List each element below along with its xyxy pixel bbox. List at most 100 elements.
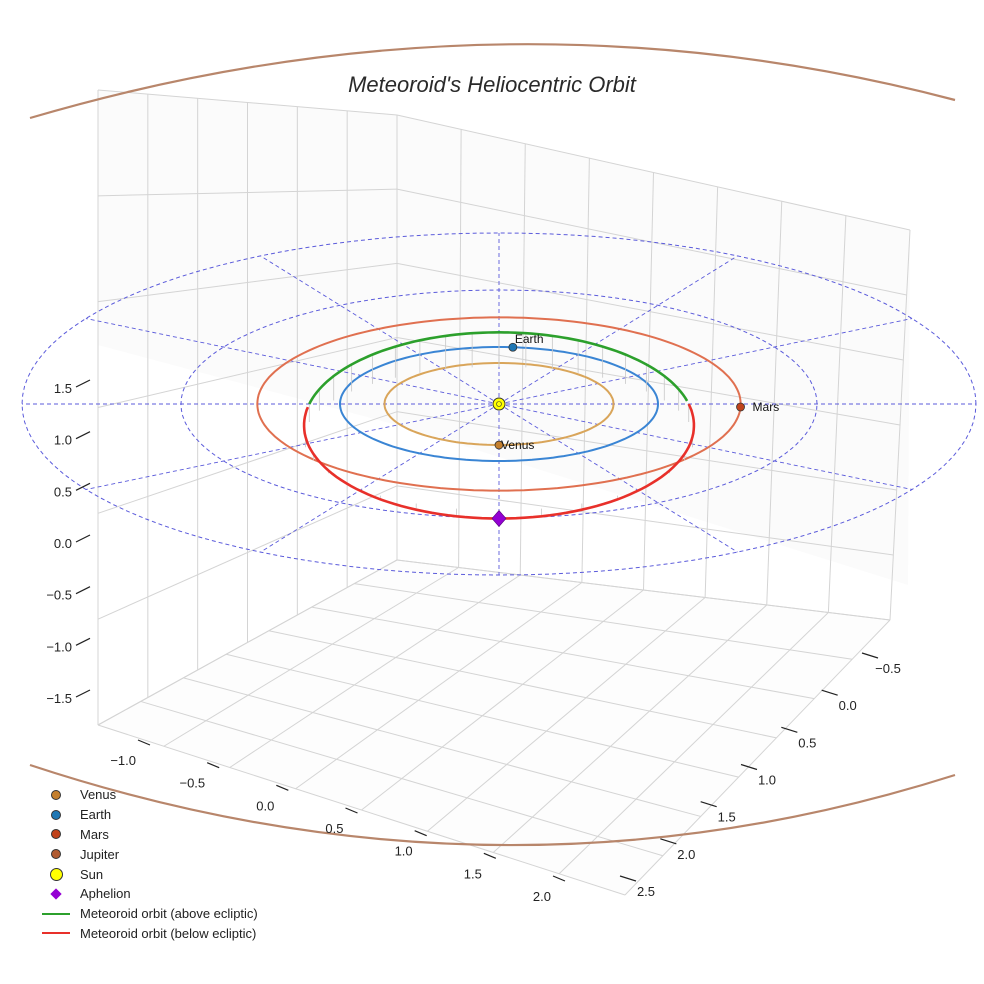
z-axis-tick xyxy=(75,637,91,646)
reference-radial-line xyxy=(498,255,738,405)
grid-line xyxy=(396,262,904,361)
grid-line xyxy=(268,630,777,739)
z-axis-tick xyxy=(75,586,91,595)
legend-item: Venus xyxy=(38,785,258,805)
floor-pane xyxy=(98,560,890,895)
jupiter-orbit-arc xyxy=(29,43,956,120)
x-axis-label: −0.5 xyxy=(179,776,205,791)
legend-label: Meteoroid orbit (below ecliptic) xyxy=(80,925,257,941)
legend-marker xyxy=(38,808,74,822)
y-axis-label: 0.5 xyxy=(798,735,816,750)
grid-line xyxy=(361,589,644,811)
y-axis-label: 0.0 xyxy=(839,698,857,713)
legend-item: Meteoroid orbit (above ecliptic) xyxy=(38,904,258,924)
reference-radial-line xyxy=(498,318,913,405)
mars-label: Mars xyxy=(753,400,780,414)
z-axis-tick xyxy=(75,482,91,491)
diamond-symbol xyxy=(50,888,62,900)
grid-line xyxy=(226,653,739,778)
grid-line xyxy=(624,619,891,896)
mars-orbit xyxy=(256,316,742,492)
y-axis-tick xyxy=(700,801,717,808)
y-axis-tick xyxy=(619,875,637,882)
y-axis-label: −0.5 xyxy=(875,661,901,676)
z-axis-label: 0.5 xyxy=(54,484,72,499)
grid-line xyxy=(97,188,398,197)
y-axis-label: 2.0 xyxy=(677,847,695,862)
legend-label: Mars xyxy=(80,826,109,842)
reference-radial-line xyxy=(498,403,913,490)
venus-orbit xyxy=(383,362,615,446)
mars-marker xyxy=(736,402,745,412)
z-axis-label: 0.0 xyxy=(54,536,72,551)
legend-item: Earth xyxy=(38,805,258,825)
dot-symbol xyxy=(51,809,61,820)
y-axis-tick xyxy=(861,652,879,659)
legend-label: Venus xyxy=(80,787,117,803)
earth-marker xyxy=(508,342,518,352)
grid-line xyxy=(140,700,663,857)
grid-line xyxy=(97,411,398,514)
z-axis-label: −0.5 xyxy=(46,588,72,603)
legend-marker xyxy=(38,867,74,881)
x-axis-tick xyxy=(414,830,427,837)
grid-line xyxy=(396,485,894,556)
legend-marker xyxy=(38,907,74,921)
legend-marker xyxy=(38,827,74,841)
meteoroid-orbit-above xyxy=(308,331,500,405)
z-axis-tick xyxy=(75,689,91,698)
grid-line xyxy=(97,485,398,620)
x-axis-tick xyxy=(137,739,151,746)
legend-label: Aphelion xyxy=(80,886,131,902)
back-right-pane xyxy=(397,115,910,585)
jupiter-orbit-arc xyxy=(29,763,956,847)
grid-line xyxy=(183,677,701,817)
dot-symbol xyxy=(51,789,61,800)
x-axis-label: −1.0 xyxy=(110,753,136,768)
line-symbol xyxy=(42,912,70,915)
venus-label: Venus xyxy=(501,438,534,452)
reference-radial-line xyxy=(260,255,500,405)
y-axis-tick xyxy=(740,763,758,771)
reference-radial-line xyxy=(85,403,500,490)
reference-circles xyxy=(21,232,977,576)
legend: Venus Earth Mars Jupiter Sun Aphelion Meteoroi… xyxy=(38,785,258,943)
chart-title: Meteoroid's Heliocentric Orbit xyxy=(348,72,636,97)
axis-ticks: −1.5 −1.0 −0.5 0.0 0.5 1.0 1.5 −1.0 −0.5 0.0 0.5 1.… xyxy=(46,379,901,904)
z-axis-label: −1.0 xyxy=(46,639,72,654)
dot-symbol xyxy=(51,849,61,860)
body-markers: Venus Earth Mars xyxy=(491,332,780,527)
sun-marker xyxy=(492,397,506,411)
legend-marker xyxy=(38,847,74,861)
x-axis-tick xyxy=(552,875,566,882)
dot-symbol xyxy=(51,829,61,840)
y-axis-label: 1.5 xyxy=(718,810,736,825)
legend-marker xyxy=(38,788,74,802)
legend-item: Meteoroid orbit (below ecliptic) xyxy=(38,924,258,944)
z-axis-label: 1.5 xyxy=(54,381,72,396)
aphelion-marker xyxy=(491,510,507,527)
legend-marker xyxy=(38,926,74,940)
grid-line xyxy=(558,612,829,875)
reference-circle xyxy=(21,232,977,576)
legend-label: Jupiter xyxy=(80,846,120,862)
legend-item: Mars xyxy=(38,825,258,845)
grid-line xyxy=(97,724,626,896)
x-axis-tick xyxy=(276,784,289,791)
earth-label: Earth xyxy=(515,332,544,346)
z-axis-label: −1.5 xyxy=(46,691,72,706)
grid-line xyxy=(97,337,398,408)
y-axis-tick xyxy=(821,689,838,696)
x-axis-tick xyxy=(206,762,220,769)
earth-orbit xyxy=(338,346,659,462)
y-axis-tick xyxy=(660,838,677,845)
gridlines xyxy=(97,89,911,896)
grid-line xyxy=(427,597,706,832)
legend-marker xyxy=(38,887,74,901)
grid-line xyxy=(163,567,459,747)
line-symbol xyxy=(42,932,70,935)
y-axis-label: 2.5 xyxy=(637,884,655,899)
meteoroid-orbit-above xyxy=(498,331,689,402)
x-axis-label: 0.5 xyxy=(325,821,343,836)
